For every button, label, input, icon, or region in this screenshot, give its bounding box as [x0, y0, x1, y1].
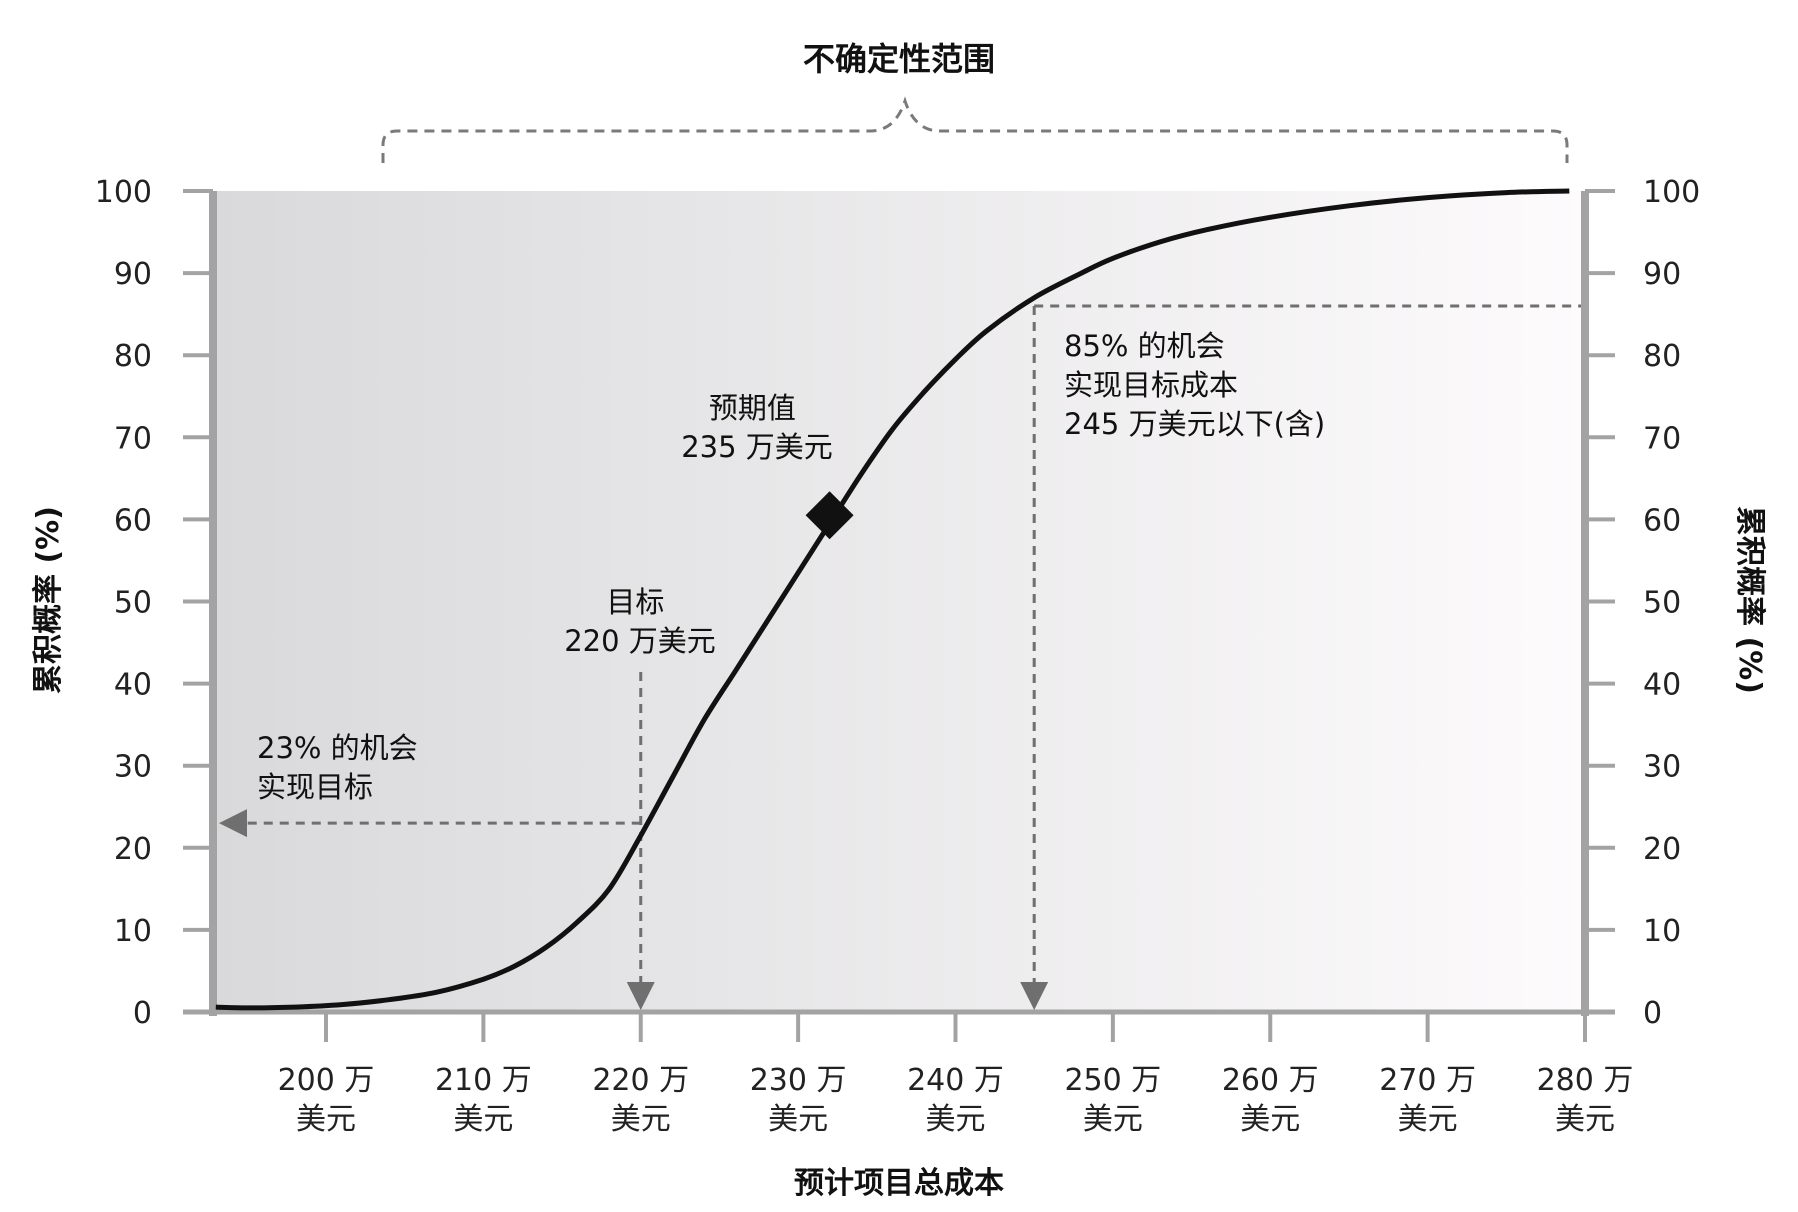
x-axis-title: 预计项目总成本: [794, 1166, 1004, 1201]
markers: [805, 491, 854, 540]
y-tick-label-left: 60: [114, 503, 152, 538]
x-tick-label-unit: 美元: [453, 1102, 513, 1137]
reference-lines: [219, 304, 1581, 1010]
y-tick-label-left: 10: [114, 914, 152, 949]
x-tick-label: 250 万: [1064, 1063, 1161, 1098]
y-tick-label-right: 70: [1643, 421, 1681, 456]
x-tick-label-unit: 美元: [296, 1102, 356, 1137]
plot-area-background: [213, 191, 1585, 1012]
y-tick-label-left: 0: [133, 996, 152, 1031]
y-tick-label-left: 100: [95, 175, 152, 210]
annotation-23-percent: 23% 的机会 实现目标: [257, 731, 427, 804]
x-tick-label: 230 万: [750, 1063, 847, 1098]
x-tick-label: 200 万: [278, 1063, 375, 1098]
y-tick-label-left: 40: [114, 668, 152, 703]
y-axis-title-left: 累积概率 (%): [31, 506, 66, 694]
x-tick-label-unit: 美元: [611, 1102, 671, 1137]
annotation-expected-value: 预期值 235 万美元: [681, 391, 833, 464]
axes: [183, 189, 1615, 1042]
y-tick-label-right: 100: [1643, 175, 1700, 210]
y-tick-label-right: 60: [1643, 503, 1681, 538]
y-tick-label-right: 90: [1643, 257, 1681, 292]
expected-value-marker: [805, 491, 854, 540]
x-tick-label-unit: 美元: [926, 1102, 986, 1137]
y-tick-label-left: 50: [114, 586, 152, 621]
y-tick-label-right: 0: [1643, 996, 1662, 1031]
y-tick-label-left: 20: [114, 832, 152, 867]
y-tick-label-right: 10: [1643, 914, 1681, 949]
x-tick-label: 220 万: [592, 1063, 689, 1098]
y-axis-title-right: 累积概率 (%): [1732, 506, 1767, 694]
x-tick-label-unit: 美元: [1555, 1102, 1615, 1137]
series-line-cumulative-probability: [215, 188, 1570, 1011]
y-tick-label-right: 50: [1643, 586, 1681, 621]
x-tick-label: 240 万: [907, 1063, 1004, 1098]
x-tick-label: 270 万: [1379, 1063, 1476, 1098]
chart-title: 不确定性范围: [803, 40, 995, 78]
target-left-arrow: [219, 809, 247, 838]
x-tick-label-unit: 美元: [1398, 1102, 1458, 1137]
y-tick-label-left: 30: [114, 750, 152, 785]
y-tick-label-left: 80: [114, 339, 152, 374]
p85-down-arrow: [1020, 982, 1049, 1010]
x-tick-label-unit: 美元: [1240, 1102, 1300, 1137]
tick-labels: 0 0 10 10 20 20 30 30 40 40 50 50 60 60 70 70 80 80 90 90 10…: [95, 175, 1701, 1137]
y-tick-label-left: 90: [114, 257, 152, 292]
uncertainty-range-brace: [381, 96, 1569, 163]
x-tick-label-unit: 美元: [1083, 1102, 1143, 1137]
y-tick-label-right: 30: [1643, 750, 1681, 785]
x-tick-label: 260 万: [1222, 1063, 1319, 1098]
annotation-target: 目标 220 万美元: [564, 585, 716, 658]
y-tick-label-right: 40: [1643, 668, 1681, 703]
annotation-85-percent: 85% 的机会 实现目标成本 245 万美元以下(含): [1064, 329, 1325, 441]
y-tick-label-right: 80: [1643, 339, 1681, 374]
x-tick-label: 280 万: [1537, 1063, 1634, 1098]
target-down-arrow: [626, 982, 655, 1010]
x-tick-label-unit: 美元: [768, 1102, 828, 1137]
y-tick-label-right: 20: [1643, 832, 1681, 867]
x-tick-label: 210 万: [435, 1063, 532, 1098]
y-tick-label-left: 70: [114, 421, 152, 456]
